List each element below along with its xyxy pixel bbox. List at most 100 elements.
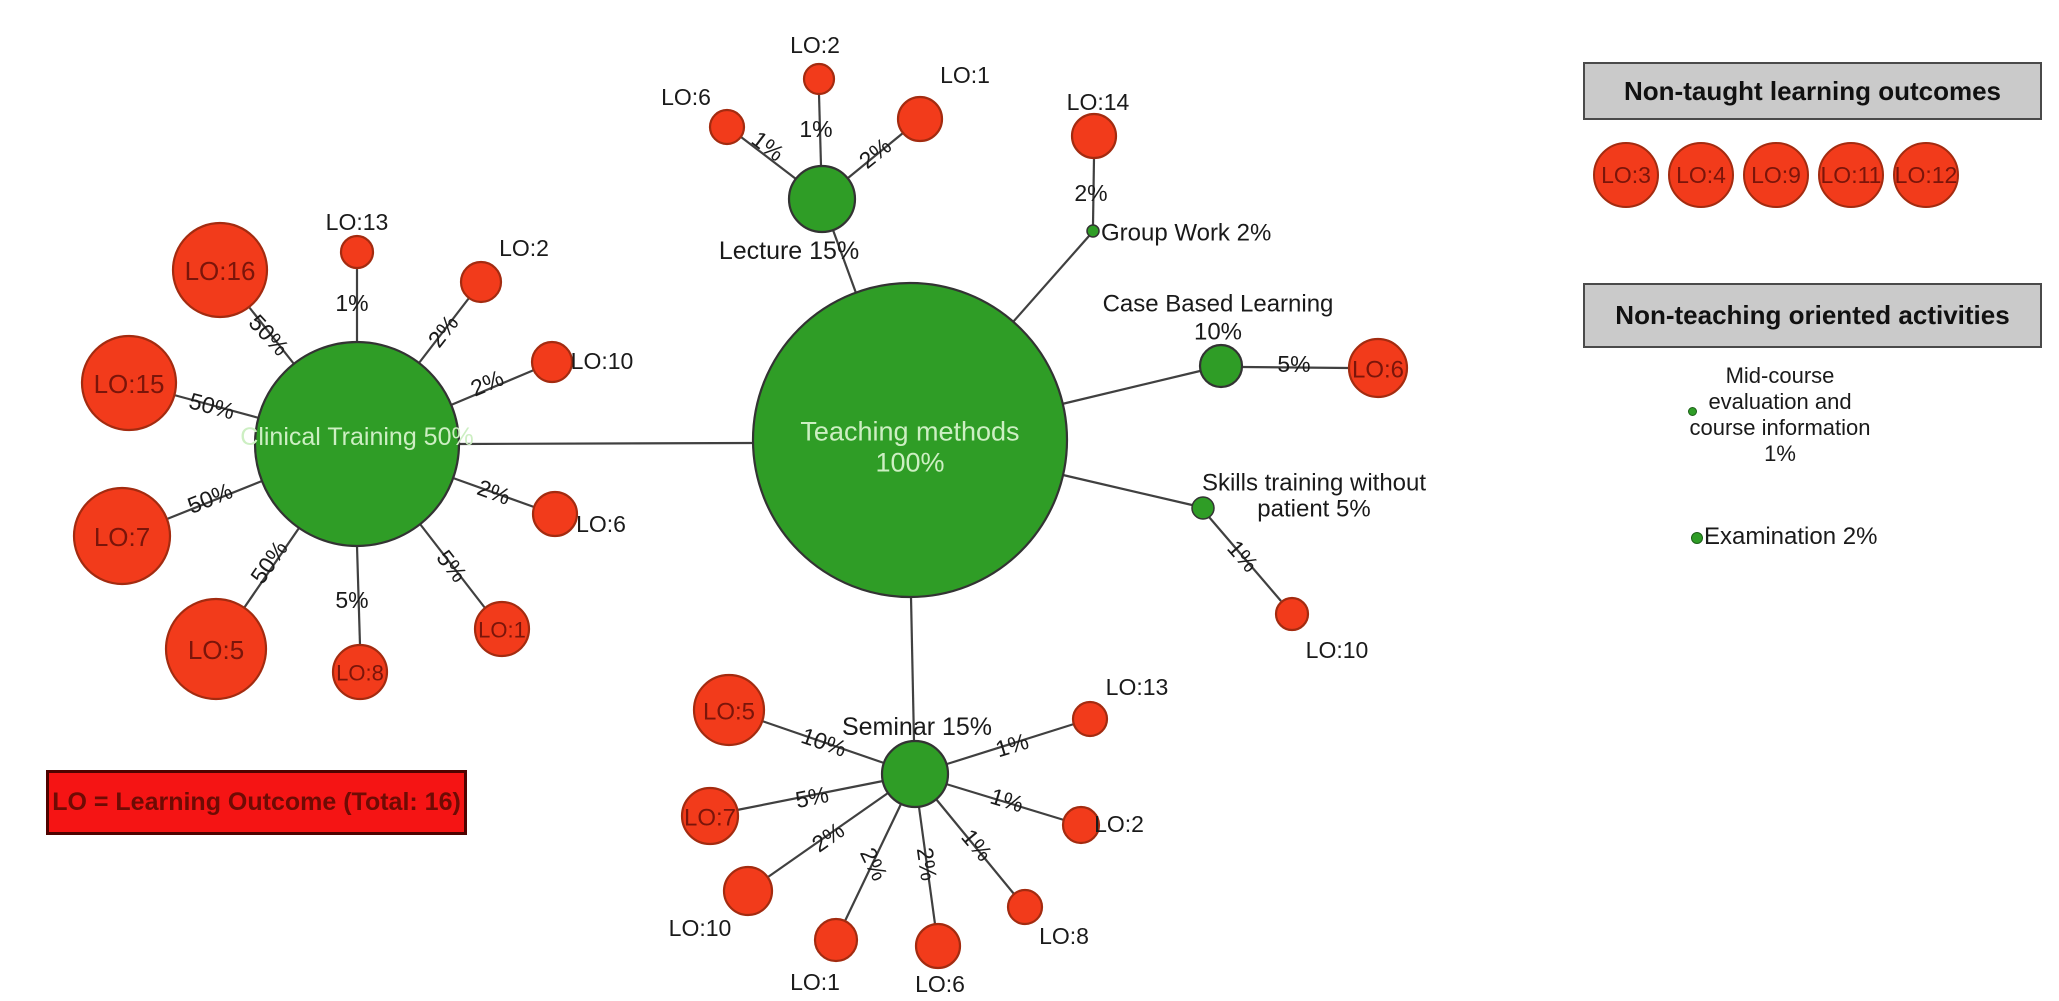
node-label-lo6-lecture: LO:6	[661, 84, 711, 110]
node-lo16-clinical	[171, 221, 269, 319]
edge-lecture-lo2	[817, 93, 823, 167]
node-label-lo8-clinical: LO:8	[336, 661, 384, 686]
node-label-clinical: Clinical Training 50%	[240, 423, 473, 451]
edge-label-lecture-lo2: 1%	[799, 116, 832, 142]
node-lo10-clinical	[530, 340, 574, 384]
edge-label-seminar-lo6: 2%	[912, 846, 942, 883]
node-lo1-lecture	[896, 95, 944, 143]
node-label-lo8-seminar: LO:8	[1039, 923, 1089, 949]
node-label-lecture: Lecture 15%	[719, 237, 859, 265]
non-taught-circles: LO:3 LO:4 LO:9 LO:11 LO:12	[1593, 142, 1959, 208]
edge-label-seminar-lo7: 5%	[793, 781, 831, 813]
non-taught-header: Non-taught learning outcomes	[1583, 62, 2042, 120]
node-label-lo1-clinical: LO:1	[478, 618, 526, 643]
non-teaching-header: Non-teaching oriented activities	[1583, 283, 2042, 348]
edge-groupwork-teaching	[1012, 235, 1090, 323]
node-clinical	[253, 340, 461, 548]
edge-lecture-lo6	[740, 136, 797, 180]
node-label-skills-training: Skills training without	[1202, 469, 1426, 496]
node-lo6-case	[1347, 337, 1409, 399]
node-label-lo6-case: LO:6	[1352, 356, 1404, 383]
midcourse-line-1: Mid-course	[1725, 363, 1835, 388]
edge-teaching-case	[1061, 369, 1201, 406]
edge-clinical-lo2	[418, 297, 470, 364]
node-label-lo10-clinical: LO:10	[571, 348, 634, 374]
edge-clinical-lo15	[173, 393, 260, 420]
edge-label-clinical-lo2: 2%	[423, 310, 464, 352]
edge-label-seminar-lo10: 2%	[807, 817, 849, 857]
node-skills-training	[1191, 496, 1215, 520]
edge-label-case-lo6: 5%	[1277, 351, 1310, 377]
edge-seminar-lo2	[945, 782, 1065, 822]
edge-lo14-groupwork-edge	[1091, 157, 1096, 226]
edge-label-seminar-lo2: 1%	[987, 783, 1026, 818]
edge-label-clinical-lo5: 50%	[245, 536, 293, 589]
node-label-lo15-clinical: LO:15	[94, 369, 165, 399]
edge-clinical-lo10	[450, 368, 535, 407]
midcourse-dot-icon	[1688, 407, 1697, 416]
edge-teaching-skills	[1062, 473, 1193, 507]
edge-label-clinical-lo6: 2%	[474, 474, 514, 510]
edge-teaching-seminar	[909, 596, 916, 742]
edge-skills-lo10	[1208, 516, 1282, 602]
edge-teaching-lecture	[831, 229, 858, 294]
edge-label-lo14-groupwork-edge: 2%	[1074, 180, 1107, 206]
node-label-skills-training-1: patient 5%	[1257, 495, 1370, 522]
node-lo5-clinical	[164, 597, 268, 701]
midcourse-line-4: 1%	[1764, 441, 1796, 466]
node-label-case-based-learning-1: 10%	[1194, 318, 1242, 345]
node-label-group-work: Group Work 2%	[1101, 219, 1271, 246]
legend-box: LO = Learning Outcome (Total: 16)	[46, 770, 467, 835]
node-group-work	[1086, 224, 1100, 238]
node-seminar	[880, 739, 950, 809]
node-label-lo1-lecture: LO:1	[940, 62, 990, 88]
node-lo1-clinical	[473, 600, 531, 658]
edge-label-clinical-lo13: 1%	[335, 290, 368, 316]
node-label-lo13-seminar: LO:13	[1106, 674, 1169, 700]
node-lo2-lecture	[802, 62, 836, 96]
edge-clinical-lo1	[419, 523, 486, 609]
node-lecture	[787, 164, 857, 234]
node-label-teaching: Teaching methods	[800, 416, 1019, 446]
node-lo10-seminar	[722, 865, 774, 917]
midcourse-evaluation-item: Mid-course evaluation and course informa…	[1655, 363, 1905, 467]
node-label-lo5-clinical: LO:5	[188, 635, 244, 665]
node-label-lo5-seminar: LO:5	[703, 698, 755, 725]
edge-clinical-teaching	[458, 441, 754, 446]
edge-clinical-lo5	[243, 527, 300, 609]
node-lo15-clinical	[80, 334, 178, 432]
node-label-lo14-groupwork: LO:14	[1067, 89, 1130, 115]
node-label-lo10-skills: LO:10	[1306, 637, 1369, 663]
edge-seminar-lo8	[935, 798, 1015, 895]
node-lo14-groupwork	[1070, 112, 1118, 160]
node-lo7-seminar	[680, 786, 740, 846]
node-label-lo2-clinical: LO:2	[499, 235, 549, 261]
node-lo8-clinical	[331, 643, 389, 701]
edge-seminar-lo1	[844, 803, 902, 922]
edge-seminar-lo13	[946, 722, 1075, 766]
edge-label-clinical-lo15: 50%	[186, 388, 237, 425]
edge-clinical-lo16	[248, 306, 295, 365]
non-taught-lo3: LO:3	[1593, 142, 1659, 208]
node-lo6-clinical	[531, 490, 579, 538]
node-lo1-seminar	[813, 917, 859, 963]
edge-label-seminar-lo13: 1%	[992, 728, 1031, 763]
node-label-lo7-seminar: LO:7	[684, 804, 736, 831]
node-lo8-seminar	[1006, 888, 1044, 926]
edge-seminar-lo7	[736, 779, 884, 812]
node-label-lo16-clinical: LO:16	[185, 256, 256, 286]
node-label-case-based-learning: Case Based Learning	[1103, 290, 1334, 317]
examination-dot-icon	[1691, 532, 1703, 544]
node-label-teaching-1: 100%	[875, 447, 944, 477]
edge-label-seminar-lo1: 2%	[855, 843, 893, 884]
edge-seminar-lo6	[917, 806, 937, 925]
edge-lecture-lo1	[847, 132, 904, 179]
node-label-lo6-seminar: LO:6	[915, 971, 965, 997]
node-label-lo6-clinical: LO:6	[576, 511, 626, 537]
non-taught-lo11: LO:11	[1818, 142, 1884, 208]
node-label-lo13-clinical: LO:13	[326, 209, 389, 235]
non-taught-lo4: LO:4	[1668, 142, 1734, 208]
node-label-lo7-clinical: LO:7	[94, 522, 150, 552]
node-lo6-seminar	[914, 922, 962, 970]
